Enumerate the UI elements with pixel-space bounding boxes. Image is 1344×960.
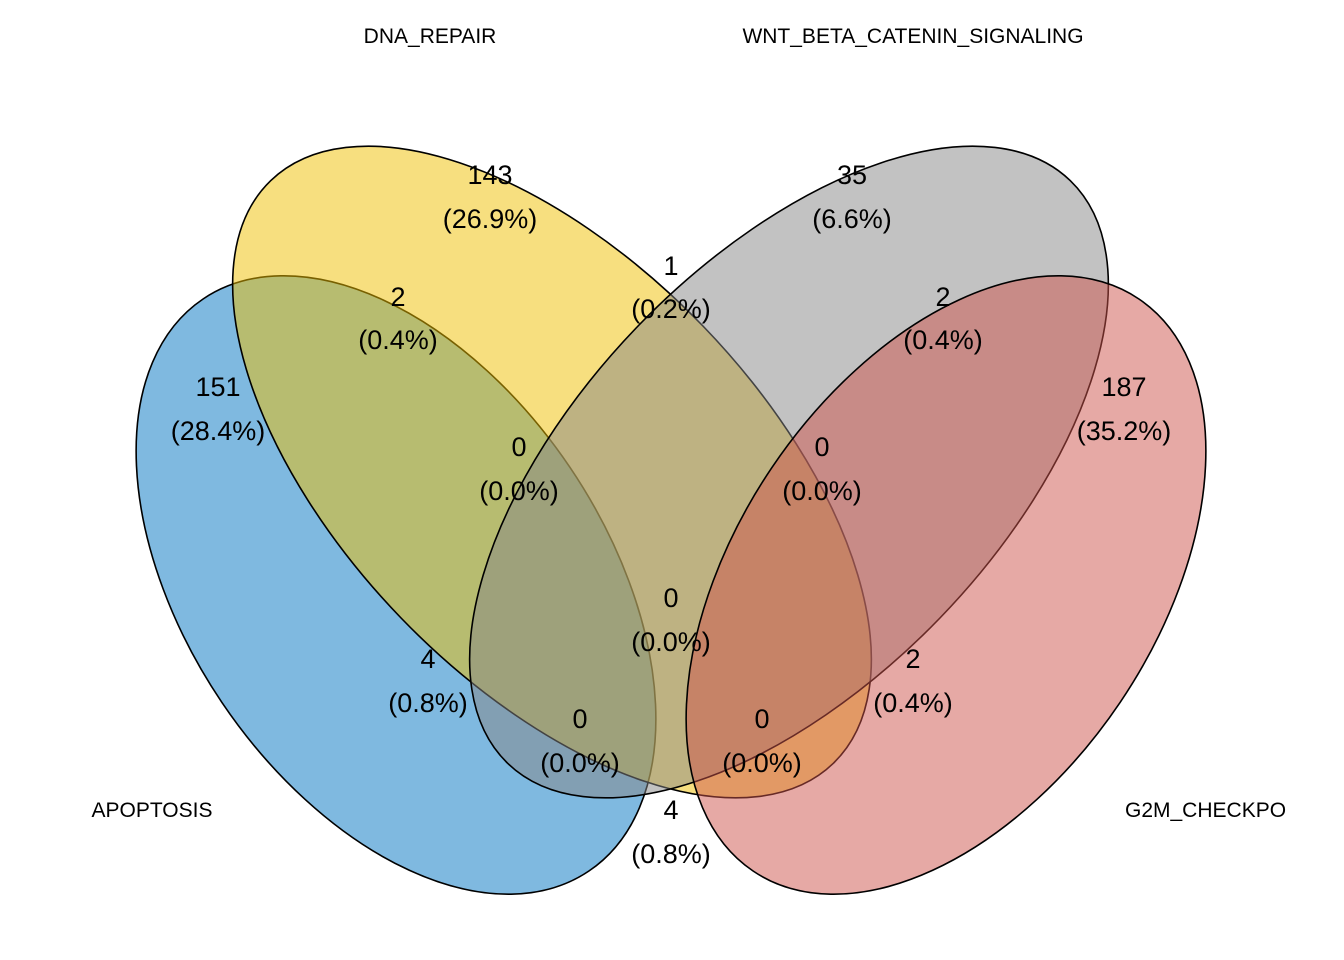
region-bcd-count: 0 [814, 432, 829, 462]
region-labels: 151 (28.4%) 143 (26.9%) 35 (6.6%) 187 (3… [171, 160, 1172, 869]
region-abcd-count: 0 [663, 583, 678, 613]
region-d-percent: (35.2%) [1077, 416, 1172, 446]
region-bd-count: 2 [905, 644, 920, 674]
region-acd-percent: (0.0%) [540, 748, 620, 778]
region-acd-count: 0 [572, 704, 587, 734]
region-ab-percent: (0.4%) [358, 325, 438, 355]
region-bc-percent: (0.2%) [631, 294, 711, 324]
ellipses [135, 145, 1207, 895]
region-ad-count: 4 [663, 795, 678, 825]
region-a-percent: (28.4%) [171, 416, 266, 446]
region-c-count: 35 [837, 160, 867, 190]
label-g2m-checkpoint: G2M_CHECKPO [1125, 799, 1286, 822]
region-b-percent: (26.9%) [443, 204, 538, 234]
region-abd-count: 0 [754, 704, 769, 734]
region-ad-percent: (0.8%) [631, 839, 711, 869]
label-apoptosis: APOPTOSIS [92, 799, 213, 822]
region-ac-count: 4 [420, 644, 435, 674]
region-b-count: 143 [467, 160, 512, 190]
ellipse-g2m-checkpoint [685, 275, 1207, 895]
region-abc-count: 0 [511, 432, 526, 462]
region-abd-percent: (0.0%) [722, 748, 802, 778]
region-ac-percent: (0.8%) [388, 688, 468, 718]
label-dna-repair: DNA_REPAIR [364, 25, 497, 48]
region-bcd-percent: (0.0%) [782, 476, 862, 506]
region-bd-percent: (0.4%) [873, 688, 953, 718]
region-abcd-percent: (0.0%) [631, 627, 711, 657]
region-abc-percent: (0.0%) [479, 476, 559, 506]
region-cd-count: 2 [935, 282, 950, 312]
region-c-percent: (6.6%) [812, 204, 892, 234]
set-labels: DNA_REPAIR WNT_BETA_CATENIN_SIGNALING AP… [92, 25, 1287, 822]
region-ab-count: 2 [390, 282, 405, 312]
region-a-count: 151 [195, 372, 240, 402]
label-wnt-beta-catenin: WNT_BETA_CATENIN_SIGNALING [742, 25, 1083, 48]
region-bc-count: 1 [663, 251, 678, 281]
region-d-count: 187 [1101, 372, 1146, 402]
region-cd-percent: (0.4%) [903, 325, 983, 355]
